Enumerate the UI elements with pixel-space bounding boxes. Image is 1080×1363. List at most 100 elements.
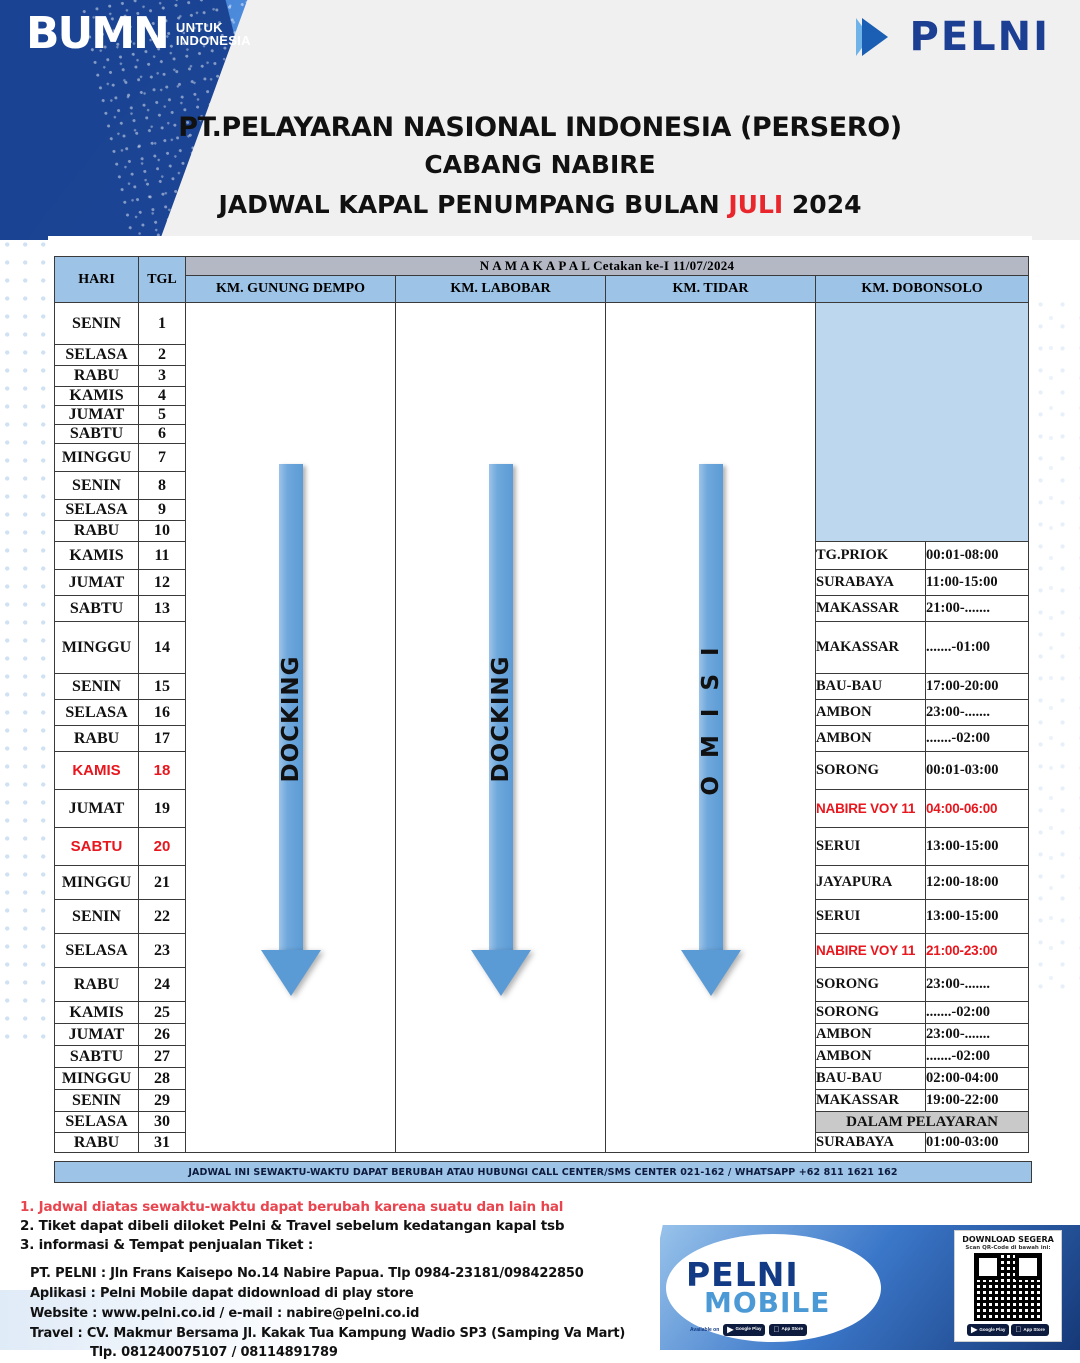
cell-tgl: 14 (138, 621, 186, 674)
table-row: SELASA 2 (54, 344, 1029, 366)
pelni-mobile-promo: PELNI MOBILE Available on ▶ Google Play … (660, 1225, 1080, 1350)
dobonsolo-banner-dalam-pelayaran: DALAM PELAYARAN (814, 1111, 1030, 1133)
table-row: JUMAT 5 (54, 405, 1029, 425)
cell-tgl: 13 (138, 595, 186, 622)
contact-travel: Travel : CV. Makmur Bersama Jl. Kakak Tu… (30, 1325, 626, 1341)
cell-hari: KAMIS (54, 541, 139, 570)
promo-mobile-text: MOBILE (704, 1286, 831, 1320)
dobonsolo-time: .......-02:00 (924, 1045, 1030, 1068)
title-schedule: JADWAL KAPAL PENUMPANG BULAN JULI 2024 (0, 190, 1080, 219)
cell-hari: SABTU (54, 424, 139, 444)
dobonsolo-time: 11:00-15:00 (924, 569, 1030, 596)
dobonsolo-time: 23:00-....... (924, 699, 1030, 726)
header-ship-dobonsolo: KM. DOBONSOLO (814, 275, 1030, 303)
qr-store-badges: ▶ Google Play  App Store (959, 1324, 1057, 1337)
dobonsolo-time: 19:00-22:00 (924, 1089, 1030, 1112)
dobonsolo-time: 13:00-15:00 (924, 899, 1030, 934)
table-row: JUMAT 26 AMBON 23:00-....... (54, 1023, 1030, 1046)
google-play-badge[interactable]: ▶ Google Play (723, 1323, 766, 1336)
cell-tgl: 24 (138, 967, 186, 1002)
table-row: KAMIS 4 (54, 386, 1029, 406)
cell-tgl: 29 (138, 1089, 186, 1112)
cell-tgl: 23 (138, 933, 186, 968)
table-row: SABTU 20 SERUI 13:00-15:00 (54, 827, 1030, 866)
bumn-tagline: UNTUK INDONESIA (175, 20, 251, 48)
table-row: SABTU 6 (54, 424, 1029, 444)
table-row: KAMIS 25 SORONG .......-02:00 (54, 1001, 1030, 1024)
dobonsolo-time: 02:00-04:00 (924, 1067, 1030, 1090)
title-branch: CABANG NABIRE (424, 150, 656, 179)
dobonsolo-time: 21:00-....... (924, 595, 1030, 622)
arrow-docking-labobar: DOCKING (470, 464, 531, 996)
qr-google-play-label: Google Play (979, 1326, 1006, 1332)
qr-subtitle: Scan QR-Code di bawah ini: (965, 1245, 1051, 1251)
cell-hari: JUMAT (54, 789, 139, 828)
dobonsolo-port: SURABAYA (815, 569, 926, 596)
note-2: 2. Tiket dapat dibeli diloket Pelni & Tr… (20, 1218, 565, 1235)
dobonsolo-port: NABIRE VOY 11 (815, 933, 926, 968)
cell-tgl: 27 (138, 1045, 186, 1068)
pelni-mobile-logo: PELNI MOBILE (686, 1258, 831, 1320)
cell-tgl: 15 (138, 673, 186, 700)
dobonsolo-time: .......-02:00 (924, 1001, 1030, 1024)
cell-hari: SABTU (54, 1045, 139, 1068)
app-store-label: App Store (775, 1326, 803, 1332)
header-banner (0, 0, 1080, 240)
qr-download-card: DOWNLOAD SEGERA Scan QR-Code di bawah in… (954, 1230, 1062, 1342)
pelni-logo: PELNI (855, 14, 1051, 60)
available-on-label: Available on (690, 1326, 720, 1333)
cell-hari: RABU (54, 365, 139, 387)
arrow-omisi-tidar: O M I S I (680, 464, 741, 996)
cell-tgl: 17 (138, 725, 186, 752)
cell-tgl: 12 (138, 569, 186, 596)
table-row: MINGGU 28 BAU-BAU 02:00-04:00 (54, 1067, 1030, 1090)
cell-tgl: 7 (138, 443, 186, 472)
schedule-sheet: HARI TGL N A M A K A P A L Cetakan ke-I … (48, 236, 1032, 1186)
header-tgl: TGL (138, 256, 186, 303)
cell-tgl: 9 (138, 499, 186, 521)
contact-aplikasi: Aplikasi : Pelni Mobile dapat didownload… (30, 1286, 414, 1302)
app-store-badge[interactable]:  App Store (769, 1323, 807, 1336)
cell-hari: SENIN (54, 673, 139, 700)
table-row: SENIN 29 MAKASSAR 19:00-22:00 (54, 1089, 1030, 1112)
dobonsolo-port: SERUI (815, 899, 926, 934)
header-nama-kapal: N A M A K A P A L Cetakan ke-I 11/07/202… (184, 256, 1030, 276)
dobonsolo-port: MAKASSAR (815, 595, 926, 622)
dobonsolo-time: 23:00-....... (924, 967, 1030, 1002)
dobonsolo-time: 04:00-06:00 (924, 789, 1030, 828)
cell-hari: SELASA (54, 699, 139, 726)
dobonsolo-port: MAKASSAR (815, 1089, 926, 1112)
qr-app-store-badge[interactable]:  App Store (1011, 1324, 1049, 1337)
contact-travel-phone: Tlp. 081240075107 / 08114891789 (90, 1345, 338, 1361)
cell-tgl: 22 (138, 899, 186, 934)
cell-hari: SABTU (54, 827, 139, 866)
arrow-label-0: DOCKING (277, 655, 304, 783)
table-head: HARI TGL N A M A K A P A L Cetakan ke-I … (54, 256, 1030, 303)
dobonsolo-port: SERUI (815, 827, 926, 866)
dobonsolo-time: 13:00-15:00 (924, 827, 1030, 866)
cell-hari: MINGGU (54, 865, 139, 900)
cell-tgl: 8 (138, 471, 186, 500)
contact-pelni: PT. PELNI : Jln Frans Kaisepo No.14 Nabi… (30, 1266, 584, 1282)
cell-tgl: 3 (138, 365, 186, 387)
table-row: SENIN 22 SERUI 13:00-15:00 (54, 899, 1030, 934)
title-company: PT.PELAYARAN NASIONAL INDONESIA (PERSERO… (178, 112, 902, 143)
table-row: SELASA 16 AMBON 23:00-....... (54, 699, 1030, 726)
cell-hari: RABU (54, 725, 139, 752)
cell-tgl: 11 (138, 541, 186, 570)
table-row: KAMIS 11 TG.PRIOK 00:01-08:00 (54, 541, 1030, 570)
qr-google-play-badge[interactable]: ▶ Google Play (967, 1324, 1010, 1337)
dobonsolo-port: SORONG (815, 751, 926, 790)
play-icon: ▶ (971, 1325, 978, 1334)
cell-hari: SELASA (54, 499, 139, 521)
bumn-tagline-line2: INDONESIA (175, 33, 251, 48)
pelni-wordmark: PELNI (909, 14, 1050, 60)
title-schedule-prefix: JADWAL KAPAL PENUMPANG BULAN (218, 190, 729, 219)
cell-tgl: 28 (138, 1067, 186, 1090)
cell-tgl: 10 (138, 520, 186, 542)
arrow-label-1: DOCKING (487, 655, 514, 783)
dobonsolo-port: AMBON (815, 1045, 926, 1068)
table-row: SABTU 27 AMBON .......-02:00 (54, 1045, 1030, 1068)
dobonsolo-time: 23:00-....... (924, 1023, 1030, 1046)
qr-code-image[interactable] (974, 1253, 1042, 1321)
